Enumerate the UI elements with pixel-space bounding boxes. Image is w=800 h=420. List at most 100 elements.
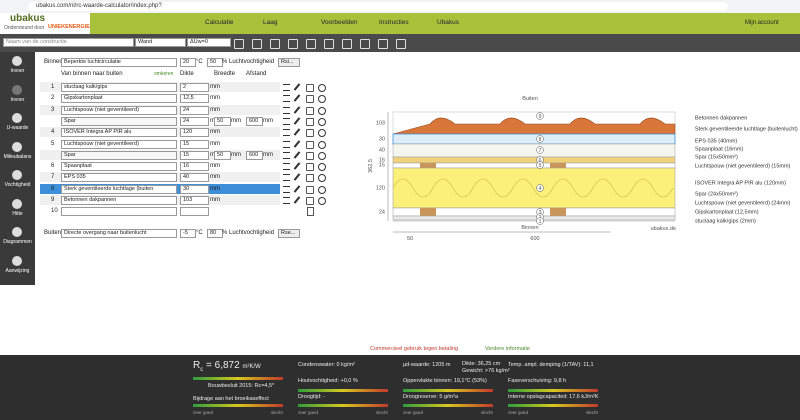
layer-name[interactable]: Gipskartonplaat bbox=[61, 94, 177, 104]
edit-icon[interactable] bbox=[293, 173, 301, 182]
menu-icon[interactable] bbox=[283, 140, 290, 148]
layer-name[interactable]: Spar bbox=[61, 116, 177, 126]
edit-icon[interactable] bbox=[293, 139, 301, 148]
menu-icon[interactable] bbox=[283, 106, 290, 114]
layer-name[interactable]: Spaanplaat bbox=[61, 162, 177, 172]
side-icon[interactable] bbox=[12, 198, 22, 209]
edit-icon[interactable] bbox=[293, 196, 301, 204]
thickness[interactable]: 40 bbox=[180, 173, 209, 183]
move-icon[interactable] bbox=[306, 84, 314, 92]
layer-name[interactable]: Luchtspouw (niet geventileerd) bbox=[61, 105, 177, 115]
power-icon[interactable] bbox=[318, 163, 326, 172]
side-label[interactable]: Milieubalans bbox=[3, 153, 32, 160]
commercial[interactable]: Commercieel gebruik tegen betaling bbox=[370, 346, 459, 352]
move-icon[interactable] bbox=[306, 106, 314, 115]
layer-name[interactable] bbox=[61, 207, 177, 217]
layer-name[interactable]: Luchtspouw (niet geventileerd) bbox=[61, 139, 177, 149]
menu-item[interactable]: Voorbeelden bbox=[321, 19, 358, 26]
side-label[interactable]: Hitte bbox=[12, 210, 23, 217]
spacing[interactable]: 600 bbox=[246, 116, 263, 126]
power-icon[interactable] bbox=[318, 84, 326, 92]
menu-icon[interactable] bbox=[283, 95, 290, 103]
tool-icon[interactable] bbox=[234, 39, 244, 49]
move-icon[interactable] bbox=[306, 197, 314, 205]
tool-icon[interactable] bbox=[378, 39, 388, 49]
edit-icon[interactable] bbox=[293, 117, 301, 125]
side-label[interactable]: Invoer bbox=[10, 68, 25, 74]
side-label[interactable]: Diagrammen bbox=[3, 239, 32, 245]
width[interactable]: 50 bbox=[214, 116, 231, 126]
power-icon[interactable] bbox=[318, 197, 326, 205]
layer-name[interactable]: Sterk geventileerde luchtlage (buiten bbox=[61, 184, 177, 194]
tool-icon[interactable] bbox=[270, 39, 280, 49]
outside-temp[interactable]: -5 bbox=[180, 229, 196, 238]
marker-circle[interactable] bbox=[536, 161, 544, 169]
edit-icon[interactable] bbox=[293, 151, 301, 159]
width[interactable]: 50 bbox=[214, 150, 231, 160]
thickness[interactable]: 12,5 bbox=[180, 94, 209, 104]
inside-humidity[interactable]: 50 bbox=[207, 58, 223, 67]
edit-icon[interactable] bbox=[293, 83, 301, 91]
account[interactable]: Mijn account bbox=[745, 20, 779, 26]
rsi-button[interactable]: Rsi... bbox=[278, 58, 300, 67]
menu-icon[interactable] bbox=[283, 151, 290, 159]
power-icon[interactable] bbox=[318, 174, 326, 183]
outside-humidity[interactable]: 80 bbox=[207, 229, 223, 238]
power-icon[interactable] bbox=[318, 129, 326, 138]
marker-circle[interactable] bbox=[536, 135, 544, 143]
thickness[interactable] bbox=[180, 207, 209, 217]
side-icon[interactable] bbox=[12, 255, 22, 266]
type-select[interactable]: Wand bbox=[135, 38, 186, 47]
marker-circle[interactable] bbox=[536, 146, 544, 154]
menu-icon[interactable] bbox=[283, 84, 290, 91]
thickness[interactable]: 15 bbox=[180, 150, 209, 160]
tool-icon[interactable] bbox=[288, 39, 298, 49]
side-label[interactable]: Vochtigheid bbox=[4, 182, 31, 188]
side-icon[interactable] bbox=[12, 170, 22, 180]
marker-circle[interactable] bbox=[536, 112, 544, 120]
inside-condition[interactable]: Beperkte luchtcirculatie bbox=[61, 58, 177, 67]
tool-icon[interactable] bbox=[342, 39, 352, 49]
layer-name[interactable]: ISOVER Integra AP PIR alu bbox=[61, 128, 177, 138]
move-icon[interactable] bbox=[306, 174, 314, 183]
menu-icon[interactable] bbox=[283, 185, 290, 193]
side-label[interactable]: Invoer bbox=[10, 96, 25, 103]
menu-item[interactable]: Calculatie bbox=[205, 19, 234, 26]
url-field[interactable] bbox=[28, 2, 728, 11]
delete-icon[interactable] bbox=[307, 207, 314, 217]
edit-icon[interactable] bbox=[293, 162, 301, 170]
menu-item[interactable]: Instructies bbox=[379, 19, 409, 26]
thickness[interactable]: 15 bbox=[180, 139, 209, 149]
menu-icon[interactable] bbox=[283, 174, 290, 182]
layer-name[interactable]: stuclaag kalk/gips bbox=[61, 83, 177, 92]
power-icon[interactable] bbox=[318, 151, 326, 160]
move-icon[interactable] bbox=[306, 140, 314, 149]
side-icon[interactable] bbox=[12, 113, 22, 123]
logo[interactable]: ubakus bbox=[10, 13, 46, 24]
thickness[interactable]: 30 bbox=[180, 184, 209, 194]
layer-name[interactable]: Spar bbox=[61, 150, 177, 160]
info[interactable]: Verdere informatie bbox=[485, 346, 530, 352]
edit-icon[interactable] bbox=[293, 105, 301, 114]
side-icon[interactable] bbox=[12, 84, 22, 95]
power-icon[interactable] bbox=[318, 106, 326, 115]
side-label[interactable]: Aanwijzing bbox=[5, 267, 30, 274]
thickness[interactable]: 103 bbox=[180, 196, 209, 205]
outside-condition[interactable]: Directe overgang naar buitenlucht bbox=[61, 229, 177, 238]
thickness[interactable]: 16 bbox=[180, 162, 209, 172]
move-icon[interactable] bbox=[306, 129, 314, 138]
col-reverse[interactable]: omkeren bbox=[154, 71, 174, 77]
tool-icon[interactable] bbox=[306, 39, 316, 49]
marker-circle[interactable] bbox=[536, 184, 544, 192]
menu-icon[interactable] bbox=[283, 117, 290, 125]
thickness[interactable]: 24 bbox=[180, 116, 209, 126]
menu-icon[interactable] bbox=[283, 197, 290, 204]
move-icon[interactable] bbox=[306, 117, 314, 126]
tool-icon[interactable] bbox=[252, 39, 262, 49]
thickness[interactable]: 2 bbox=[180, 83, 209, 92]
name-input[interactable]: Naam van de constructie bbox=[3, 38, 134, 47]
menu-item[interactable]: Ubakus bbox=[437, 19, 460, 26]
delta-u-select[interactable]: ΔUw=0 bbox=[187, 38, 231, 47]
sponsor-brand[interactable]: UNIEKENERGIE bbox=[48, 24, 90, 30]
move-icon[interactable] bbox=[306, 163, 314, 172]
